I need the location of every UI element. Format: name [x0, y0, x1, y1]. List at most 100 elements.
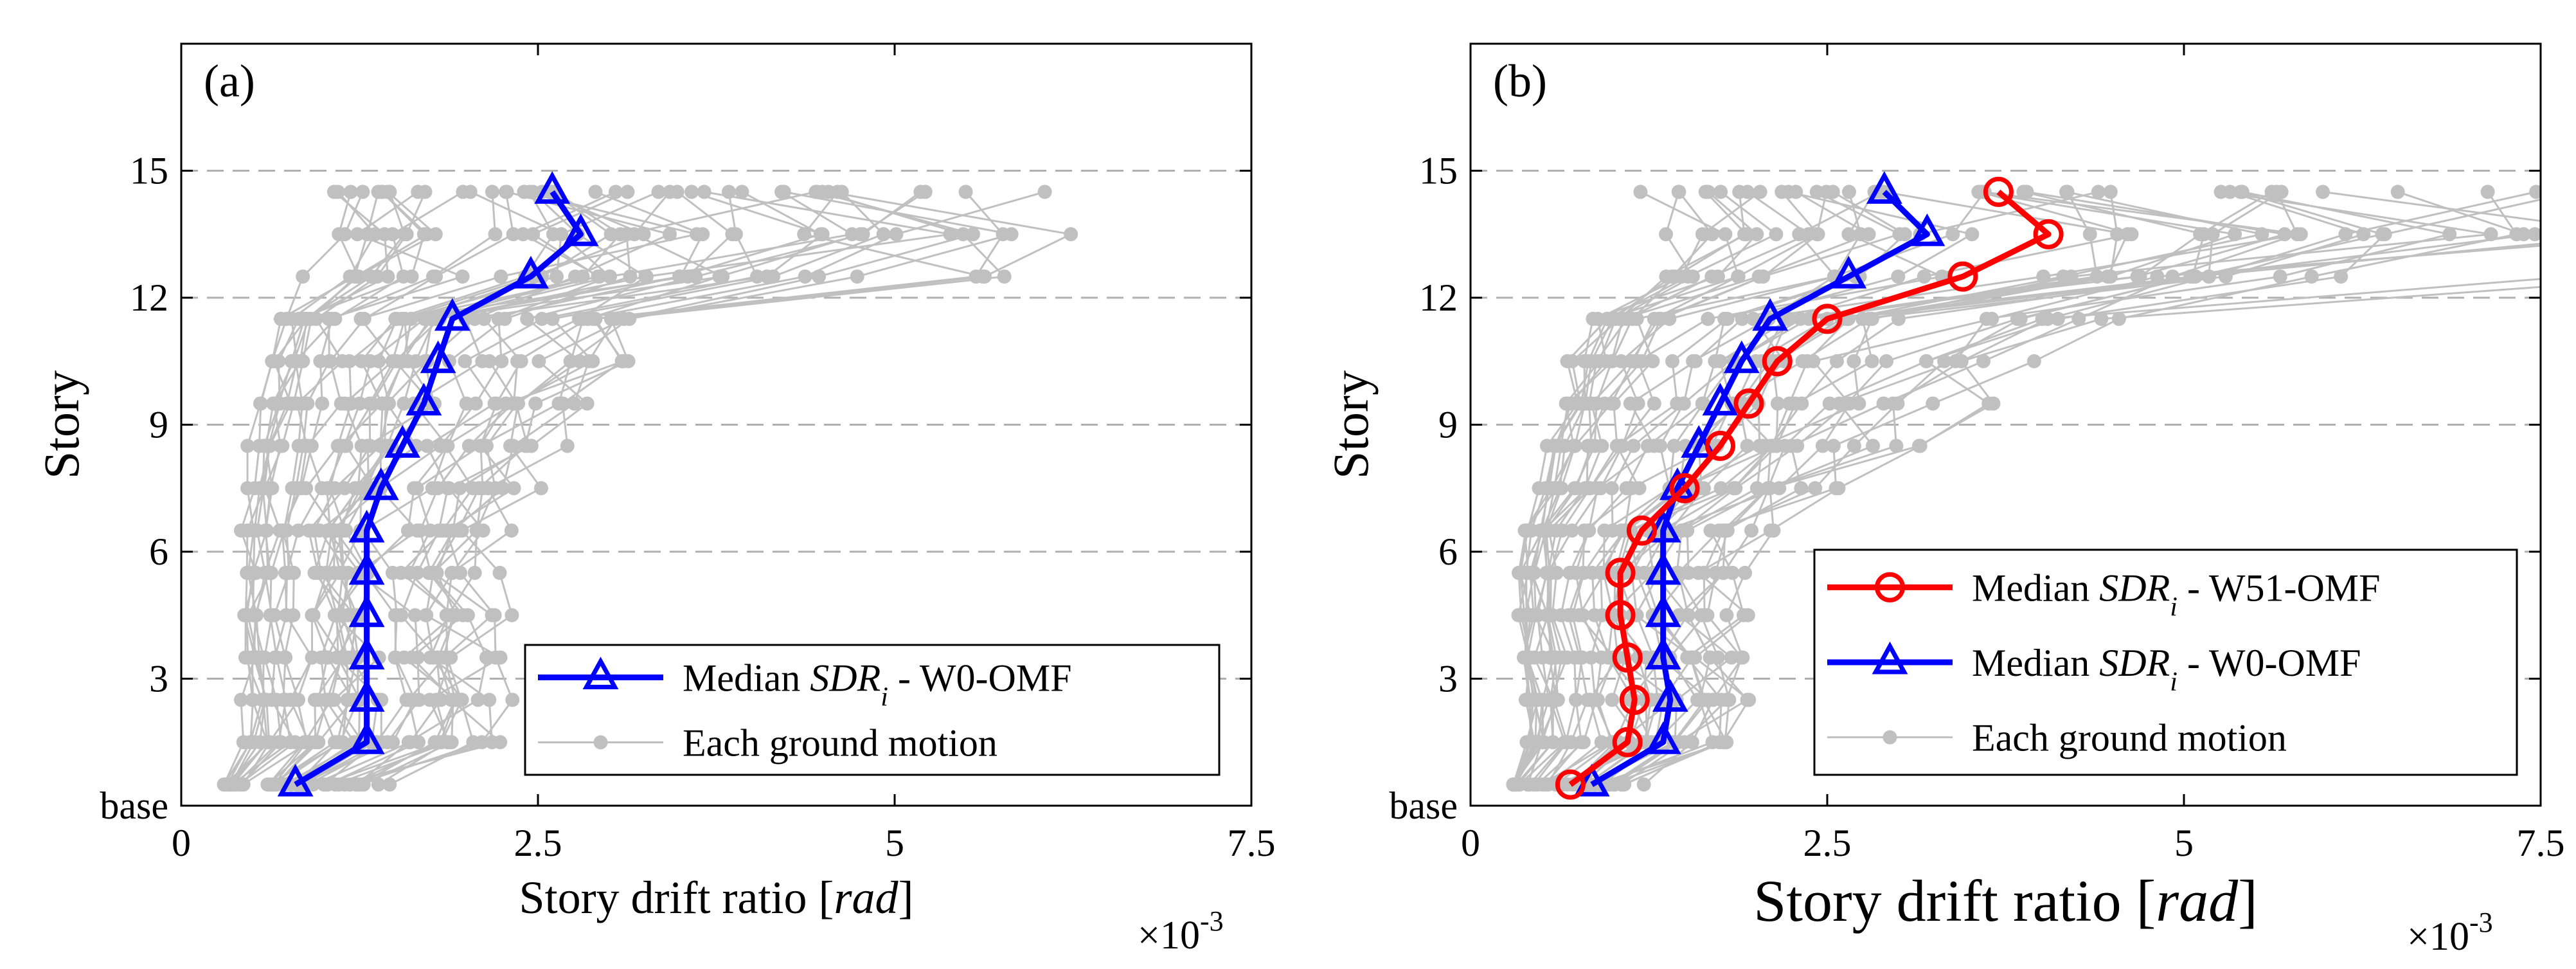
- ground-motion-point: [380, 269, 395, 284]
- ground-motion-point: [481, 481, 496, 496]
- ground-motion-point: [256, 481, 271, 496]
- x-axis-label: Story drift ratio [rad]: [1753, 868, 2257, 934]
- ground-motion-point: [812, 269, 827, 284]
- median-circle-point: [1812, 303, 1843, 334]
- x-tick-label: 0: [1461, 822, 1480, 864]
- ground-motion-point: [265, 354, 280, 368]
- ground-motion-point: [260, 735, 274, 750]
- ground-motion-point: [463, 185, 478, 199]
- ground-motion-point: [485, 735, 499, 750]
- legend-box: [524, 644, 1221, 776]
- ground-motion-point: [1647, 396, 1661, 411]
- ground-motion-point: [1788, 396, 1803, 411]
- ground-motion-point: [243, 735, 258, 750]
- x-axis-label: Story drift ratio [rad]: [519, 872, 914, 923]
- ground-motion-point: [1712, 735, 1727, 750]
- ground-motion-point: [765, 269, 780, 284]
- median-circle-point: [1605, 557, 1636, 588]
- ground-motion-point: [2290, 227, 2305, 242]
- ground-motion-point: [608, 185, 623, 199]
- ground-motion-point: [283, 735, 298, 750]
- ground-motion-point: [2193, 227, 2208, 242]
- ground-motion-point: [306, 608, 321, 622]
- ground-motion-point: [1562, 565, 1577, 580]
- ground-motion-point: [1979, 311, 1994, 326]
- x-axis-label-prefix: Story drift ratio [: [519, 872, 834, 923]
- ground-motion-point: [377, 227, 392, 242]
- ground-motion-point: [1720, 311, 1735, 326]
- ground-motion-point: [326, 185, 341, 199]
- y-tick-label: 3: [1438, 658, 1458, 700]
- x-tick-label: 2.5: [1803, 822, 1852, 864]
- ground-motion-point: [1564, 735, 1579, 750]
- ground-motion-point: [1580, 439, 1595, 453]
- ground-motion-point: [1793, 311, 1808, 326]
- legend-label-prefix: Median: [683, 657, 810, 700]
- ground-motion-point: [324, 693, 339, 707]
- legend-dot-marker: [1883, 730, 1897, 745]
- ground-motion-point: [1600, 311, 1614, 326]
- median-triangle-point: [362, 467, 399, 500]
- ground-motion-point: [1674, 523, 1689, 538]
- median-triangle-point: [348, 637, 385, 670]
- legend-dot-marker: [593, 735, 608, 750]
- legend-label-prefix: Median: [1972, 642, 2099, 684]
- ground-motion-point: [2103, 185, 2118, 199]
- ground-motion-point: [474, 439, 488, 453]
- ground-motion-point: [2255, 227, 2269, 242]
- ground-motion-point: [1681, 565, 1696, 580]
- ground-motion-point: [354, 354, 369, 368]
- ground-motion-point: [965, 227, 980, 242]
- ground-motion-point: [234, 693, 249, 707]
- ground-motion-point: [467, 565, 482, 580]
- ground-motion-point: [2273, 269, 2287, 284]
- ground-motion-point: [1728, 481, 1743, 496]
- ground-motion-point: [1579, 481, 1594, 496]
- y-tick-label: 9: [1438, 404, 1458, 446]
- ground-motion-point: [423, 523, 438, 538]
- median-triangle-point: [1866, 171, 1902, 204]
- ground-motion-point: [1686, 354, 1701, 368]
- ground-motion-point: [280, 523, 294, 538]
- ground-motion-point: [2019, 185, 2034, 199]
- ground-motion-point: [389, 608, 404, 622]
- ground-motion-point: [510, 354, 525, 368]
- ground-motion-point: [1577, 523, 1591, 538]
- ground-motion-point: [337, 523, 352, 538]
- legend-label-suffix: - W51-OMF: [2178, 566, 2381, 609]
- ground-motion-point: [1737, 227, 1752, 242]
- ground-motion-point: [296, 269, 310, 284]
- ground-motion-point: [1794, 481, 1809, 496]
- ground-motion-point: [533, 481, 548, 496]
- ground-motion-point: [1541, 777, 1555, 792]
- ground-motion-point: [1625, 311, 1640, 326]
- ground-motion-point: [445, 523, 460, 538]
- ground-motion-point: [1564, 523, 1579, 538]
- median-circle-point: [1626, 515, 1657, 546]
- ground-motion-point: [549, 269, 564, 284]
- ground-motion-point: [1632, 481, 1647, 496]
- legend-label-prefix: Median: [1972, 566, 2099, 609]
- ground-motion-point: [2214, 185, 2228, 199]
- ground-motion-point: [455, 269, 470, 284]
- median-circle-point: [1612, 642, 1643, 673]
- ground-motion-point: [651, 185, 666, 199]
- ground-motion-point: [1703, 523, 1718, 538]
- ground-motion-point: [1537, 735, 1552, 750]
- ground-motion-point: [284, 311, 299, 326]
- ground-motion-point: [489, 396, 504, 411]
- ground-motion-point: [433, 439, 448, 453]
- ground-motion-point: [343, 185, 358, 199]
- ground-motion-point: [2235, 185, 2250, 199]
- ground-motion-point: [1917, 269, 1931, 284]
- ground-motion-point: [1671, 185, 1686, 199]
- ground-motion-point: [1548, 650, 1562, 665]
- ground-motion-point: [1847, 354, 1861, 368]
- ground-motion-point: [499, 185, 514, 199]
- ground-motion-point: [397, 396, 411, 411]
- ground-motion-point: [442, 481, 456, 496]
- legend-triangle-marker: [1872, 641, 1908, 675]
- ground-motion-point: [1527, 565, 1542, 580]
- ground-motion-point: [1756, 269, 1771, 284]
- ground-motion-point: [1667, 439, 1681, 453]
